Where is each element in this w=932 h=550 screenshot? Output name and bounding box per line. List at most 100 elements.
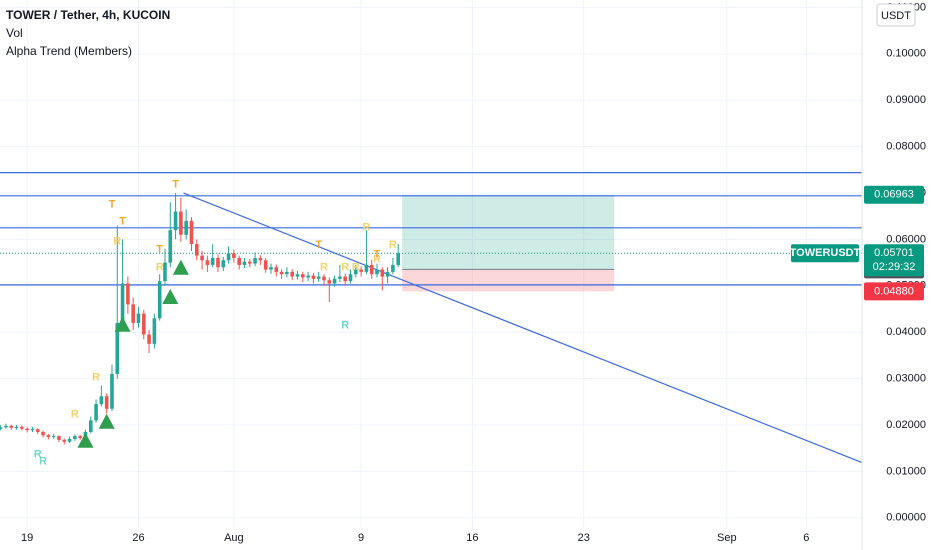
signal-letter: R	[320, 262, 328, 274]
candle-body	[99, 396, 104, 405]
candle-body	[157, 281, 162, 319]
price-tag-label: 0.06963	[874, 189, 914, 201]
currency-label[interactable]: USDT	[881, 10, 911, 22]
candle-body	[110, 373, 114, 409]
signal-letter: T	[109, 199, 116, 211]
candle-body	[343, 276, 347, 282]
candle-body	[141, 313, 146, 335]
candle-body	[285, 271, 289, 275]
candle-body	[73, 436, 77, 439]
candle-body	[126, 283, 130, 305]
x-tick-label: 16	[466, 532, 478, 544]
candle-body	[380, 269, 385, 277]
y-tick-label: 0.08000	[886, 141, 926, 153]
signal-letter: T	[156, 244, 163, 256]
candle-body	[57, 436, 61, 440]
y-tick-label: 0.04000	[886, 326, 926, 338]
candle-body	[295, 274, 300, 277]
candle-body	[205, 260, 210, 265]
indicator-label: Alpha Trend (Members)	[6, 44, 132, 58]
currency-box[interactable]	[876, 3, 916, 27]
price-tag-label: 0.04880	[874, 285, 914, 297]
candle-body	[104, 396, 109, 409]
candle-body	[316, 276, 321, 279]
candle-body	[35, 429, 40, 432]
candle-body	[216, 257, 220, 268]
x-tick-label: 9	[358, 532, 364, 544]
candle-body	[385, 271, 390, 277]
candle-body	[226, 253, 231, 261]
candle-body	[300, 274, 305, 278]
candle-body	[0, 427, 3, 429]
signal-letter: R	[341, 320, 349, 332]
candle-body	[306, 275, 310, 278]
candle-body	[338, 276, 342, 279]
signal-letter: R	[362, 222, 370, 234]
signal-triangle	[162, 288, 179, 304]
tag-layer: 0.069630.053550.048800.0570102:29:32TOWE…	[790, 185, 924, 301]
candle-body	[237, 257, 241, 265]
candle-body	[131, 304, 135, 323]
candle-body	[258, 257, 263, 261]
price-tag	[864, 282, 924, 301]
candle-body	[184, 220, 188, 235]
x-tick-label: 26	[132, 532, 144, 544]
last-price-tag	[864, 244, 924, 277]
candle-body	[210, 257, 215, 265]
x-tick-label: Sep	[717, 532, 737, 544]
candle-body	[311, 275, 316, 279]
currency-button[interactable]: USDT	[876, 3, 916, 27]
candle-body	[4, 425, 8, 428]
signal-letter: R	[341, 262, 349, 274]
candle-body	[348, 274, 353, 282]
candle-body	[232, 253, 236, 258]
y-tick-label: 0.06000	[886, 233, 926, 245]
x-tick-label: 19	[21, 532, 33, 544]
stop-zone	[402, 269, 615, 292]
candle-body	[78, 436, 82, 438]
candle-body	[62, 439, 67, 442]
signal-letter: R	[92, 372, 100, 384]
symbol-tag	[791, 244, 859, 263]
signal-letter: T	[374, 249, 381, 261]
symbol-title: TOWER / Tether, 4h, KUCOIN	[6, 8, 170, 22]
x-tick-label: Aug	[224, 532, 244, 544]
signal-letter: T	[315, 239, 322, 251]
candle-body	[30, 429, 35, 431]
signal-triangle	[172, 259, 189, 275]
target-zone	[402, 194, 615, 270]
signal-letter: R	[34, 449, 42, 461]
candle-body	[327, 280, 332, 284]
candle-body	[51, 436, 56, 438]
signal-letter: R	[71, 409, 79, 421]
candle-body	[391, 264, 395, 272]
candle-body	[364, 264, 369, 272]
candle-body	[168, 230, 173, 263]
signal-letter: R	[39, 456, 47, 468]
candle-body	[396, 253, 401, 265]
candle-body	[88, 420, 93, 432]
candle-body	[20, 426, 24, 429]
candle-body	[147, 334, 151, 344]
candle-body	[200, 255, 204, 261]
signal-letter: R	[156, 262, 164, 274]
candle-body	[269, 267, 273, 270]
candle-body	[179, 211, 183, 235]
signal-triangle	[114, 316, 131, 332]
legend: TOWER / Tether, 4h, KUCOIN Vol Alpha Tre…	[6, 8, 170, 58]
indicator-label: Vol	[6, 26, 23, 40]
price-tag	[864, 185, 924, 204]
candle-body	[194, 244, 199, 256]
candle-body	[163, 262, 167, 282]
signal-letter: R	[373, 254, 381, 266]
y-tick-label: 0.02000	[886, 419, 926, 431]
signal-triangle	[77, 432, 94, 448]
candle-body	[290, 271, 294, 277]
candle-body	[94, 404, 98, 421]
countdown-label: 02:29:32	[873, 261, 916, 273]
symbol-tag-label: TOWERUSDT	[790, 247, 861, 259]
candle-body	[41, 431, 45, 436]
